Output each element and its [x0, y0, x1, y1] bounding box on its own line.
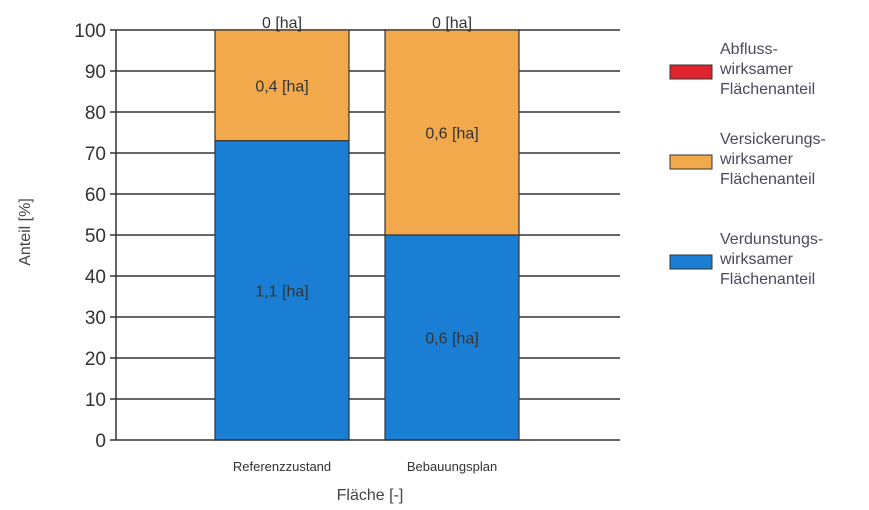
- grid-lines: [116, 29, 620, 400]
- legend-label: Verdunstungs-: [720, 231, 823, 248]
- legend-swatch: [669, 154, 713, 170]
- x-tick-label: Referenzzustand: [233, 459, 331, 474]
- data-labels: 1,1 [ha] 0,4 [ha] 0 [ha] 0,6 [ha] 0,6 [ha] 0 …: [255, 15, 478, 348]
- y-tick-label: 90: [85, 62, 106, 83]
- y-tick-label: 80: [85, 103, 106, 124]
- legend-item: Verdunstungs-wirksamer Flächenanteil: [669, 231, 823, 288]
- legend-label: wirksamer: [719, 251, 794, 268]
- y-tick-label: 100: [74, 21, 106, 42]
- legend-item: Versickerungs-wirksamer Flächenanteil: [669, 131, 826, 188]
- legend-label: Flächenanteil: [720, 271, 815, 288]
- data-label: 0 [ha]: [432, 15, 472, 32]
- legend-label: wirksamer: [719, 151, 794, 168]
- y-tick-label: 0: [95, 431, 106, 452]
- bar-segment: [384, 29, 520, 236]
- data-label: 0,6 [ha]: [425, 331, 478, 348]
- legend-swatch: [669, 254, 713, 270]
- y-axis-label: Anteil [%]: [17, 198, 34, 266]
- data-label: 1,1 [ha]: [255, 283, 308, 300]
- y-tick-label: 20: [85, 349, 106, 370]
- data-label: 0,4 [ha]: [255, 78, 308, 95]
- legend-swatch: [669, 64, 713, 80]
- y-tick-label: 60: [85, 185, 106, 206]
- legend: Abfluss-wirksamerFlächenanteilVersickeru…: [669, 41, 826, 288]
- legend-label: wirksamer: [719, 61, 794, 78]
- legend-label: Flächenanteil: [720, 171, 815, 188]
- tick-labels: 0 10 20 30 40 50 60 70 80 90 100 Referenzzustand Beb…: [74, 21, 497, 474]
- x-tick-label: Bebauungsplan: [407, 459, 497, 474]
- y-tick-label: 10: [85, 390, 106, 411]
- y-tick-label: 40: [85, 267, 106, 288]
- y-tick-label: 30: [85, 308, 106, 329]
- legend-label: Flächenanteil: [720, 81, 815, 98]
- y-tick-label: 70: [85, 144, 106, 165]
- legend-item: Abfluss-wirksamer Flächenanteil: [669, 41, 815, 98]
- data-label: 0,6 [ha]: [425, 126, 478, 143]
- bar-segment: [214, 29, 350, 142]
- legend-label: Abfluss-: [720, 41, 778, 58]
- y-tick-label: 50: [85, 226, 106, 247]
- legend-label: Versickerungs-: [720, 131, 826, 148]
- x-axis-label: Fläche [-]: [337, 487, 404, 504]
- data-label: 0 [ha]: [262, 15, 302, 32]
